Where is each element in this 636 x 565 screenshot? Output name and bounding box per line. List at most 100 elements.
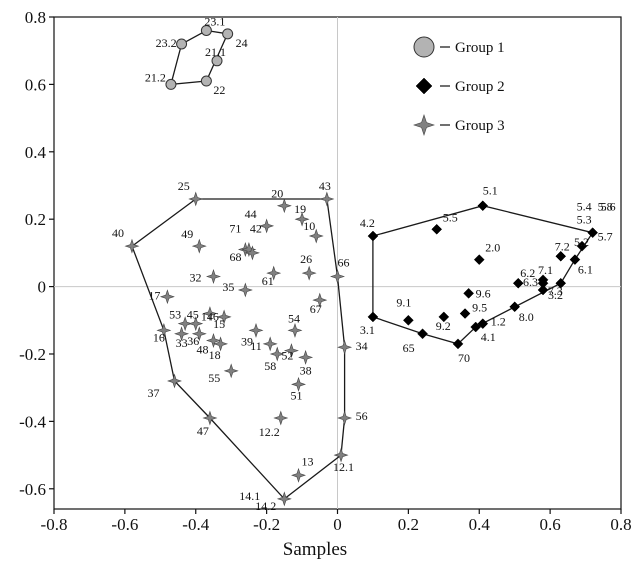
legend-marker-group-1 xyxy=(413,36,435,58)
point-group-3 xyxy=(177,316,193,332)
point-group-3 xyxy=(337,410,353,426)
point-group-3 xyxy=(301,265,317,281)
point-group-1 xyxy=(176,38,188,50)
point-label: 48 xyxy=(197,343,209,357)
point-label: 146 xyxy=(201,310,219,324)
point-group-1 xyxy=(222,28,234,40)
point-group-2 xyxy=(459,308,471,319)
point-group-3 xyxy=(287,322,303,338)
point-group-3 xyxy=(333,447,349,463)
point-label: 4.2 xyxy=(360,216,375,230)
point-group-2 xyxy=(477,200,489,212)
point-label: 3.2 xyxy=(548,288,563,302)
point-group-1 xyxy=(200,24,212,36)
point-group-3 xyxy=(330,269,345,284)
point-label: 6.1 xyxy=(578,263,593,277)
point-label: 12.1 xyxy=(333,460,354,474)
point-label: 32 xyxy=(190,271,202,285)
point-label: 17 xyxy=(148,289,160,303)
point-label: 4.1 xyxy=(481,330,496,344)
point-group-2 xyxy=(537,284,549,296)
point-label: 16 xyxy=(153,330,165,344)
x-tick-label: 0.4 xyxy=(469,515,491,534)
point-group-3 xyxy=(167,373,182,389)
point-group-2 xyxy=(367,311,379,323)
point-group-2 xyxy=(473,254,485,265)
point-label: 22 xyxy=(213,83,225,97)
point-label: 51 xyxy=(291,388,303,402)
point-label: 43 xyxy=(319,179,331,193)
point-group-3 xyxy=(159,289,175,305)
y-tick-label: 0.6 xyxy=(25,75,46,94)
point-label: 45 xyxy=(187,308,199,322)
point-label: 12.2 xyxy=(259,425,280,439)
point-group-2 xyxy=(403,314,414,326)
point-label: 38 xyxy=(300,363,312,377)
point-label: 15 xyxy=(213,317,225,331)
point-label: 23.1 xyxy=(204,15,225,29)
hull-group-1 xyxy=(170,29,229,86)
legend-marker-group-3 xyxy=(413,114,435,136)
point-group-3 xyxy=(248,322,264,338)
point-label: 40 xyxy=(112,226,124,240)
point-label: 5.8 xyxy=(598,200,613,214)
point-label: 10 xyxy=(303,219,315,233)
point-group-3 xyxy=(206,333,221,348)
point-label: 23.2 xyxy=(156,36,177,50)
point-label: 20 xyxy=(271,187,283,201)
point-group-1 xyxy=(165,78,177,90)
point-label: 9.6 xyxy=(476,286,491,300)
x-tick-label: -0.6 xyxy=(111,515,138,534)
legend: Group 1 Group 2 Group 3 xyxy=(413,36,505,136)
point-group-3 xyxy=(237,282,253,298)
point-label: 5.2 xyxy=(574,235,589,249)
point-label: 67 xyxy=(310,302,322,316)
point-group-2 xyxy=(569,254,581,265)
y-tick-label: 0.8 xyxy=(25,8,46,27)
point-label: 6.3 xyxy=(523,275,538,289)
point-label: 14.1 xyxy=(239,489,260,503)
y-axis-ticks: 0.8 0.6 0.4 0.2 0 -0.2 -0.4 -0.6 xyxy=(19,8,54,499)
legend-marker-group-2 xyxy=(415,77,433,95)
point-group-3 xyxy=(216,309,232,325)
point-label: 7.2 xyxy=(555,239,570,253)
y-tick-label: 0.2 xyxy=(25,210,46,229)
hull-group-3 xyxy=(131,198,346,500)
point-group-2 xyxy=(417,328,428,340)
point-label: 53 xyxy=(169,308,181,322)
y-tick-label: -0.2 xyxy=(19,345,46,364)
point-label: 61 xyxy=(262,274,274,288)
point-group-3 xyxy=(259,218,275,234)
point-group-2 xyxy=(555,277,567,289)
data-points xyxy=(124,24,599,507)
point-group-3 xyxy=(174,326,190,342)
point-label: 8.0 xyxy=(519,310,534,324)
point-label: 5.5 xyxy=(443,210,458,224)
point-group-2 xyxy=(431,223,443,235)
point-group-2 xyxy=(587,227,599,239)
point-group-3 xyxy=(269,346,285,362)
point-label: 54 xyxy=(288,311,300,325)
point-label: 47 xyxy=(197,424,209,438)
point-label: 13 xyxy=(302,454,314,468)
point-group-3 xyxy=(262,336,278,352)
point-group-3 xyxy=(156,322,172,338)
legend-label: Group 2 xyxy=(455,79,505,95)
point-group-3 xyxy=(206,269,221,284)
point-label: 35 xyxy=(222,280,234,294)
point-label: 39 xyxy=(241,334,253,348)
point-group-3 xyxy=(319,191,335,207)
point-group-3 xyxy=(273,410,289,426)
point-label: 33 xyxy=(176,336,188,350)
x-tick-label: 0.2 xyxy=(398,515,419,534)
point-label: 44 xyxy=(245,207,257,221)
point-label: 5.3 xyxy=(577,213,592,227)
point-label: 36 xyxy=(187,334,199,348)
point-label: 71 xyxy=(229,222,241,236)
point-group-3 xyxy=(276,198,292,214)
point-label: 25 xyxy=(178,179,190,193)
x-axis-title: Samples xyxy=(283,539,347,560)
y-tick-label: 0 xyxy=(38,278,47,297)
